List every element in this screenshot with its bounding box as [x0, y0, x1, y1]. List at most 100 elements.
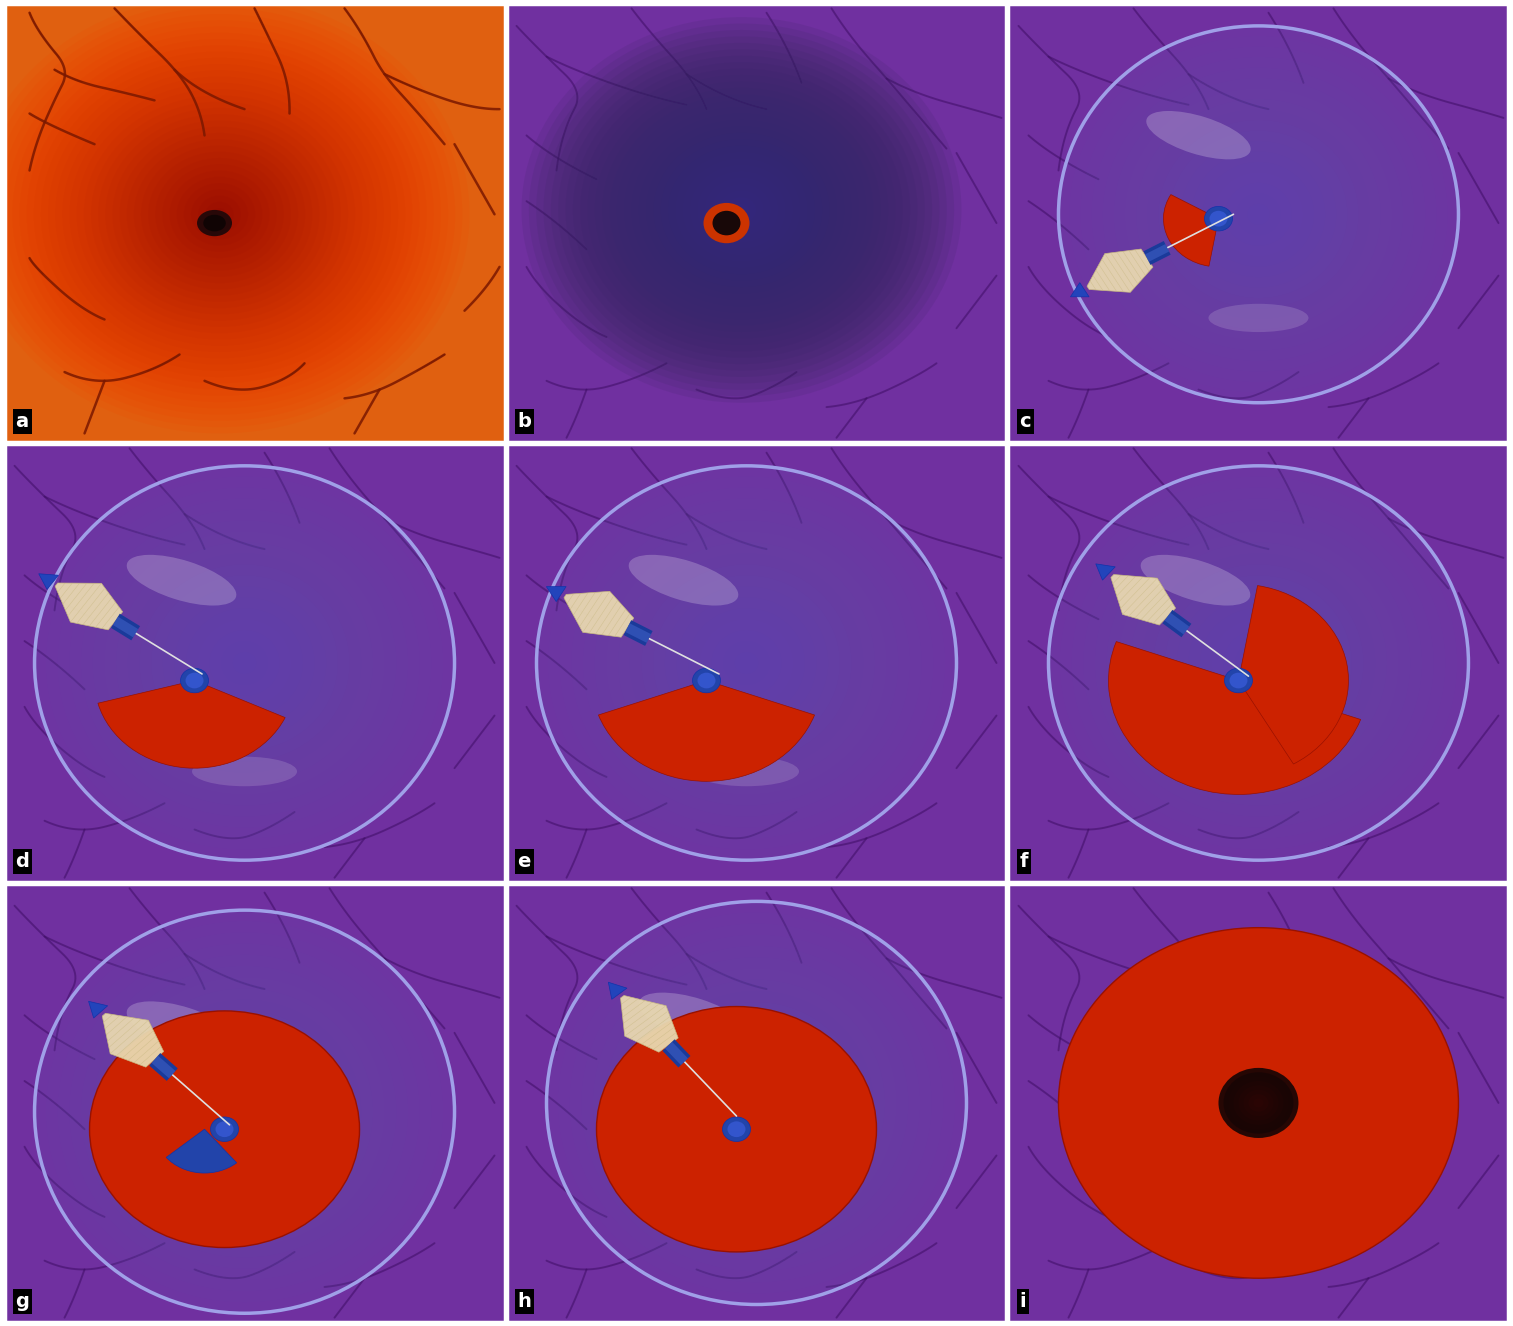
Circle shape: [558, 49, 924, 370]
Ellipse shape: [233, 652, 256, 674]
Circle shape: [669, 146, 816, 274]
Ellipse shape: [1092, 57, 1425, 371]
Ellipse shape: [174, 1045, 315, 1179]
Ellipse shape: [629, 553, 862, 773]
Ellipse shape: [1200, 609, 1316, 717]
Ellipse shape: [1061, 477, 1457, 849]
Ellipse shape: [127, 554, 236, 606]
Ellipse shape: [1153, 565, 1363, 761]
Ellipse shape: [129, 553, 362, 773]
Text: h: h: [517, 1292, 531, 1311]
Circle shape: [530, 24, 955, 396]
Text: f: f: [1020, 853, 1027, 871]
Circle shape: [0, 15, 448, 415]
Ellipse shape: [174, 597, 315, 729]
Wedge shape: [98, 680, 284, 768]
Ellipse shape: [1147, 111, 1251, 159]
Circle shape: [1248, 1094, 1268, 1111]
Ellipse shape: [70, 944, 419, 1280]
Circle shape: [595, 81, 888, 338]
Circle shape: [27, 45, 413, 383]
Circle shape: [536, 30, 947, 390]
Ellipse shape: [537, 465, 956, 861]
Ellipse shape: [1226, 183, 1292, 245]
Wedge shape: [1109, 642, 1360, 794]
Circle shape: [631, 114, 852, 306]
Circle shape: [186, 672, 204, 688]
Circle shape: [705, 178, 778, 243]
Circle shape: [522, 17, 961, 403]
Ellipse shape: [710, 1058, 803, 1148]
Ellipse shape: [1247, 204, 1269, 225]
Circle shape: [77, 89, 363, 339]
Circle shape: [1253, 1098, 1263, 1107]
Ellipse shape: [722, 1069, 791, 1136]
Ellipse shape: [638, 993, 749, 1044]
Ellipse shape: [198, 619, 290, 707]
Ellipse shape: [47, 922, 443, 1302]
Circle shape: [617, 101, 865, 320]
Ellipse shape: [1103, 68, 1415, 361]
Ellipse shape: [1126, 89, 1392, 339]
Ellipse shape: [197, 210, 231, 236]
Circle shape: [1209, 211, 1227, 227]
Circle shape: [56, 70, 384, 358]
Circle shape: [713, 211, 740, 235]
Ellipse shape: [1059, 27, 1459, 403]
Circle shape: [133, 139, 306, 289]
Ellipse shape: [192, 1208, 297, 1237]
Ellipse shape: [581, 935, 932, 1270]
Circle shape: [12, 33, 427, 396]
Ellipse shape: [694, 757, 799, 786]
Ellipse shape: [151, 1022, 337, 1201]
Ellipse shape: [35, 465, 454, 861]
Polygon shape: [1111, 574, 1176, 625]
Ellipse shape: [628, 980, 885, 1227]
Ellipse shape: [654, 575, 840, 751]
Ellipse shape: [1130, 542, 1387, 784]
Ellipse shape: [104, 532, 384, 794]
Ellipse shape: [70, 499, 419, 827]
Circle shape: [0, 20, 440, 408]
Ellipse shape: [1070, 36, 1448, 392]
Ellipse shape: [1209, 304, 1309, 332]
Ellipse shape: [163, 1033, 327, 1189]
Ellipse shape: [139, 565, 350, 761]
Ellipse shape: [209, 630, 280, 696]
Ellipse shape: [697, 1048, 816, 1159]
Ellipse shape: [607, 532, 887, 794]
Ellipse shape: [139, 1010, 350, 1212]
Ellipse shape: [629, 554, 738, 606]
Ellipse shape: [35, 910, 454, 1313]
Text: d: d: [15, 853, 29, 871]
Ellipse shape: [676, 597, 817, 729]
Ellipse shape: [548, 477, 944, 849]
Ellipse shape: [546, 902, 967, 1305]
Circle shape: [713, 184, 770, 236]
Circle shape: [215, 1122, 233, 1138]
Circle shape: [543, 36, 940, 383]
Circle shape: [41, 58, 398, 371]
Circle shape: [1218, 1067, 1298, 1138]
Circle shape: [625, 107, 859, 313]
Polygon shape: [564, 591, 634, 638]
Ellipse shape: [1108, 521, 1410, 805]
Ellipse shape: [127, 1001, 236, 1053]
Circle shape: [566, 56, 917, 365]
Circle shape: [728, 1122, 746, 1138]
Text: a: a: [15, 412, 29, 431]
Ellipse shape: [546, 902, 967, 1305]
Circle shape: [551, 42, 932, 377]
Ellipse shape: [652, 1002, 861, 1204]
Ellipse shape: [57, 932, 431, 1292]
Circle shape: [1229, 1077, 1289, 1130]
Ellipse shape: [664, 586, 828, 740]
Circle shape: [83, 95, 356, 333]
Ellipse shape: [1247, 652, 1269, 674]
Ellipse shape: [35, 910, 454, 1313]
Circle shape: [20, 38, 419, 390]
Ellipse shape: [1049, 465, 1469, 861]
Ellipse shape: [744, 1091, 769, 1114]
Circle shape: [91, 102, 348, 328]
Circle shape: [169, 171, 269, 259]
